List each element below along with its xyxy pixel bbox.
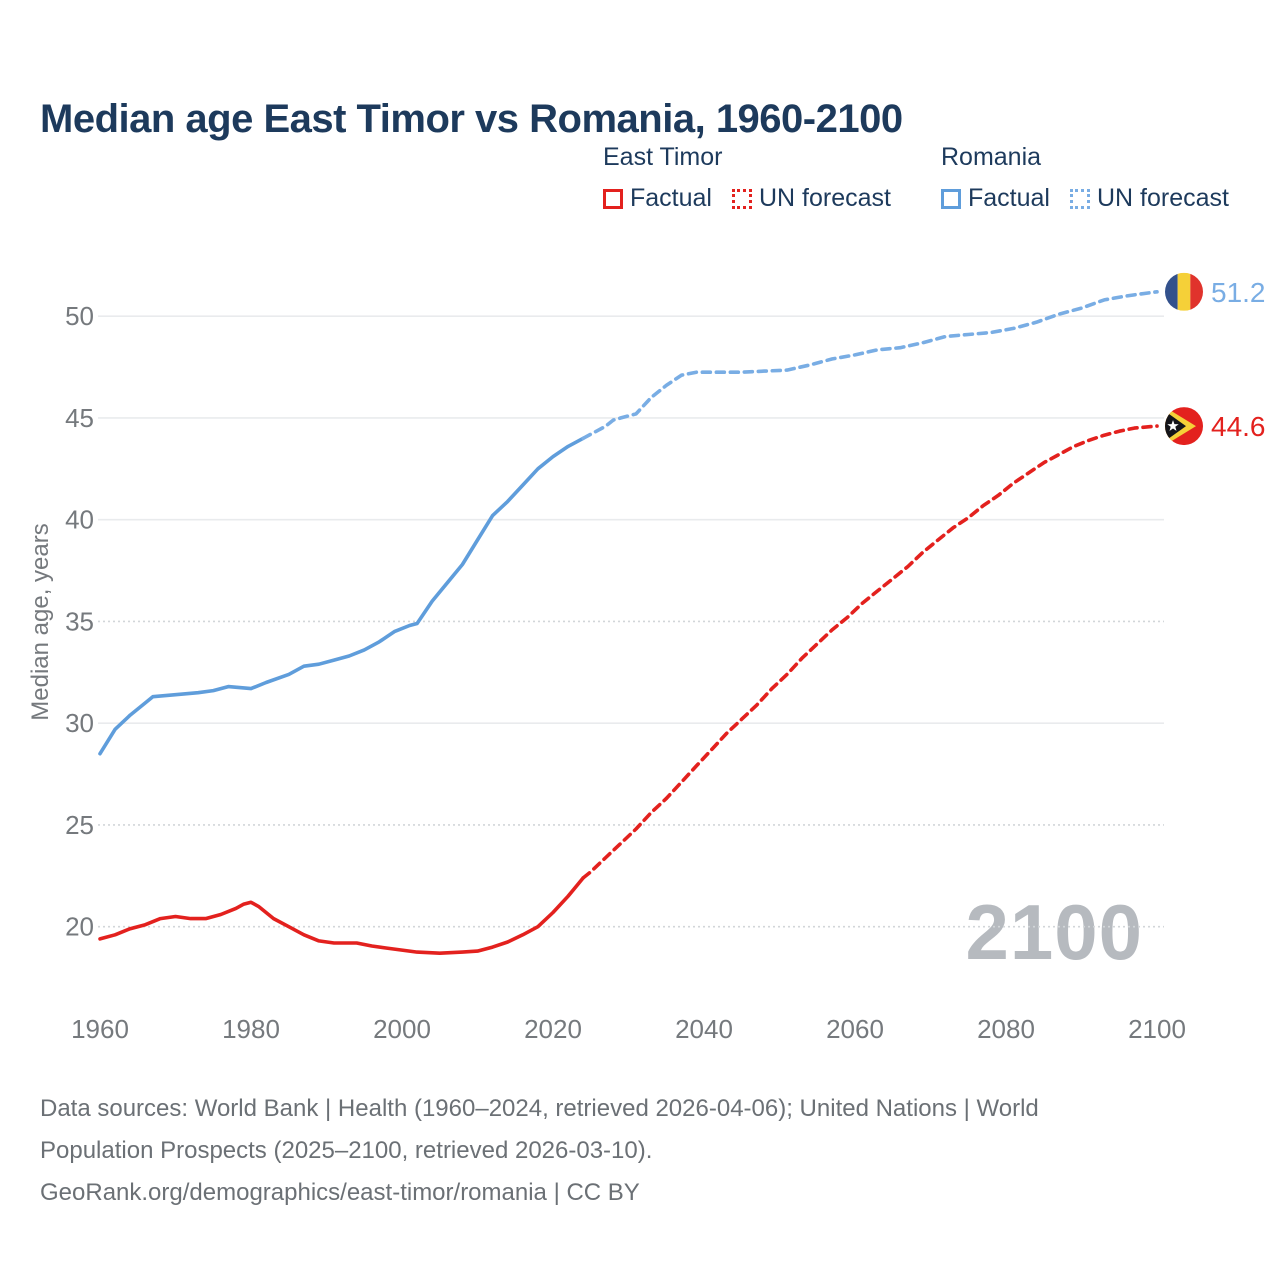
x-tick-label-2080: 2080 (977, 1014, 1035, 1044)
x-tick-label-2060: 2060 (826, 1014, 884, 1044)
romania-forecast-swatch-icon (1069, 188, 1090, 209)
y-axis-title: Median age, years (27, 523, 54, 720)
x-tick-label-2020: 2020 (524, 1014, 582, 1044)
y-tick-label-45: 45 (65, 403, 94, 433)
east-timor-factual-line (98, 876, 586, 956)
y-tick-label-20: 20 (65, 912, 94, 942)
legend-item-romania-factual[interactable]: Factual (941, 184, 1050, 213)
page-title: Median age East Timor vs Romania, 1960-2… (40, 96, 903, 141)
y-tick-label-40: 40 (65, 505, 94, 535)
east-timor-factual-swatch-icon (603, 188, 623, 209)
east-timor-flag-icon (1165, 407, 1203, 446)
legend-item-romania-forecast[interactable]: UN forecast (1069, 184, 1229, 213)
legend-items-romania: Factual UN forecast (941, 184, 1229, 213)
y-tick-label-25: 25 (65, 810, 94, 840)
y-tick-label-35: 35 (65, 606, 94, 636)
legend-item-label: Factual (968, 184, 1050, 212)
x-tick-label-2040: 2040 (675, 1014, 733, 1044)
romania-forecast-value-label: 51.2 (1211, 277, 1266, 308)
x-tick-label-1960: 1960 (71, 1014, 129, 1044)
x-tick-label-2000: 2000 (373, 1014, 431, 1044)
y-tick-label-30: 30 (65, 708, 94, 738)
year-watermark: 2100 (965, 888, 1143, 976)
east-timor-forecast-swatch-icon (731, 188, 752, 209)
y-tick-label-50: 50 (65, 301, 94, 331)
footer-line-data-sources: Data sources: World Bank | Health (1960–… (40, 1095, 1039, 1122)
legend-group-romania: Romania Factual UN forecast (941, 143, 1229, 213)
romania-forecast-line (581, 289, 1159, 441)
legend-item-label: UN forecast (1096, 184, 1229, 212)
romania-flag-icon (1165, 272, 1203, 311)
legend-item-label: Factual (630, 184, 712, 212)
legend-items-east-timor: Factual UN forecast (603, 184, 891, 213)
romania-factual-swatch-icon (941, 188, 961, 209)
legend-item-label: UN forecast (758, 184, 891, 212)
x-tick-label-2100: 2100 (1128, 1014, 1186, 1044)
legend-item-east-timor-factual[interactable]: Factual (603, 184, 712, 213)
x-tick-label-1980: 1980 (222, 1014, 280, 1044)
east-timor-forecast-value-label: 44.6 (1211, 411, 1266, 442)
romania-factual-line (98, 436, 586, 756)
footer-attribution: Data sources: World Bank | Health (1960–… (40, 1088, 1039, 1214)
east-timor-forecast-line (581, 424, 1159, 880)
legend-item-east-timor-forecast[interactable]: UN forecast (731, 184, 891, 213)
footer-line-url-license: GeoRank.org/demographics/east-timor/roma… (40, 1179, 640, 1206)
legend-group-east-timor: East Timor Factual UN forecast (603, 143, 891, 213)
footer-line-data-sources-2: Population Prospects (2025–2100, retriev… (40, 1137, 653, 1164)
legend-header-east-timor: East Timor (603, 143, 723, 171)
legend-header-romania: Romania (941, 143, 1042, 171)
